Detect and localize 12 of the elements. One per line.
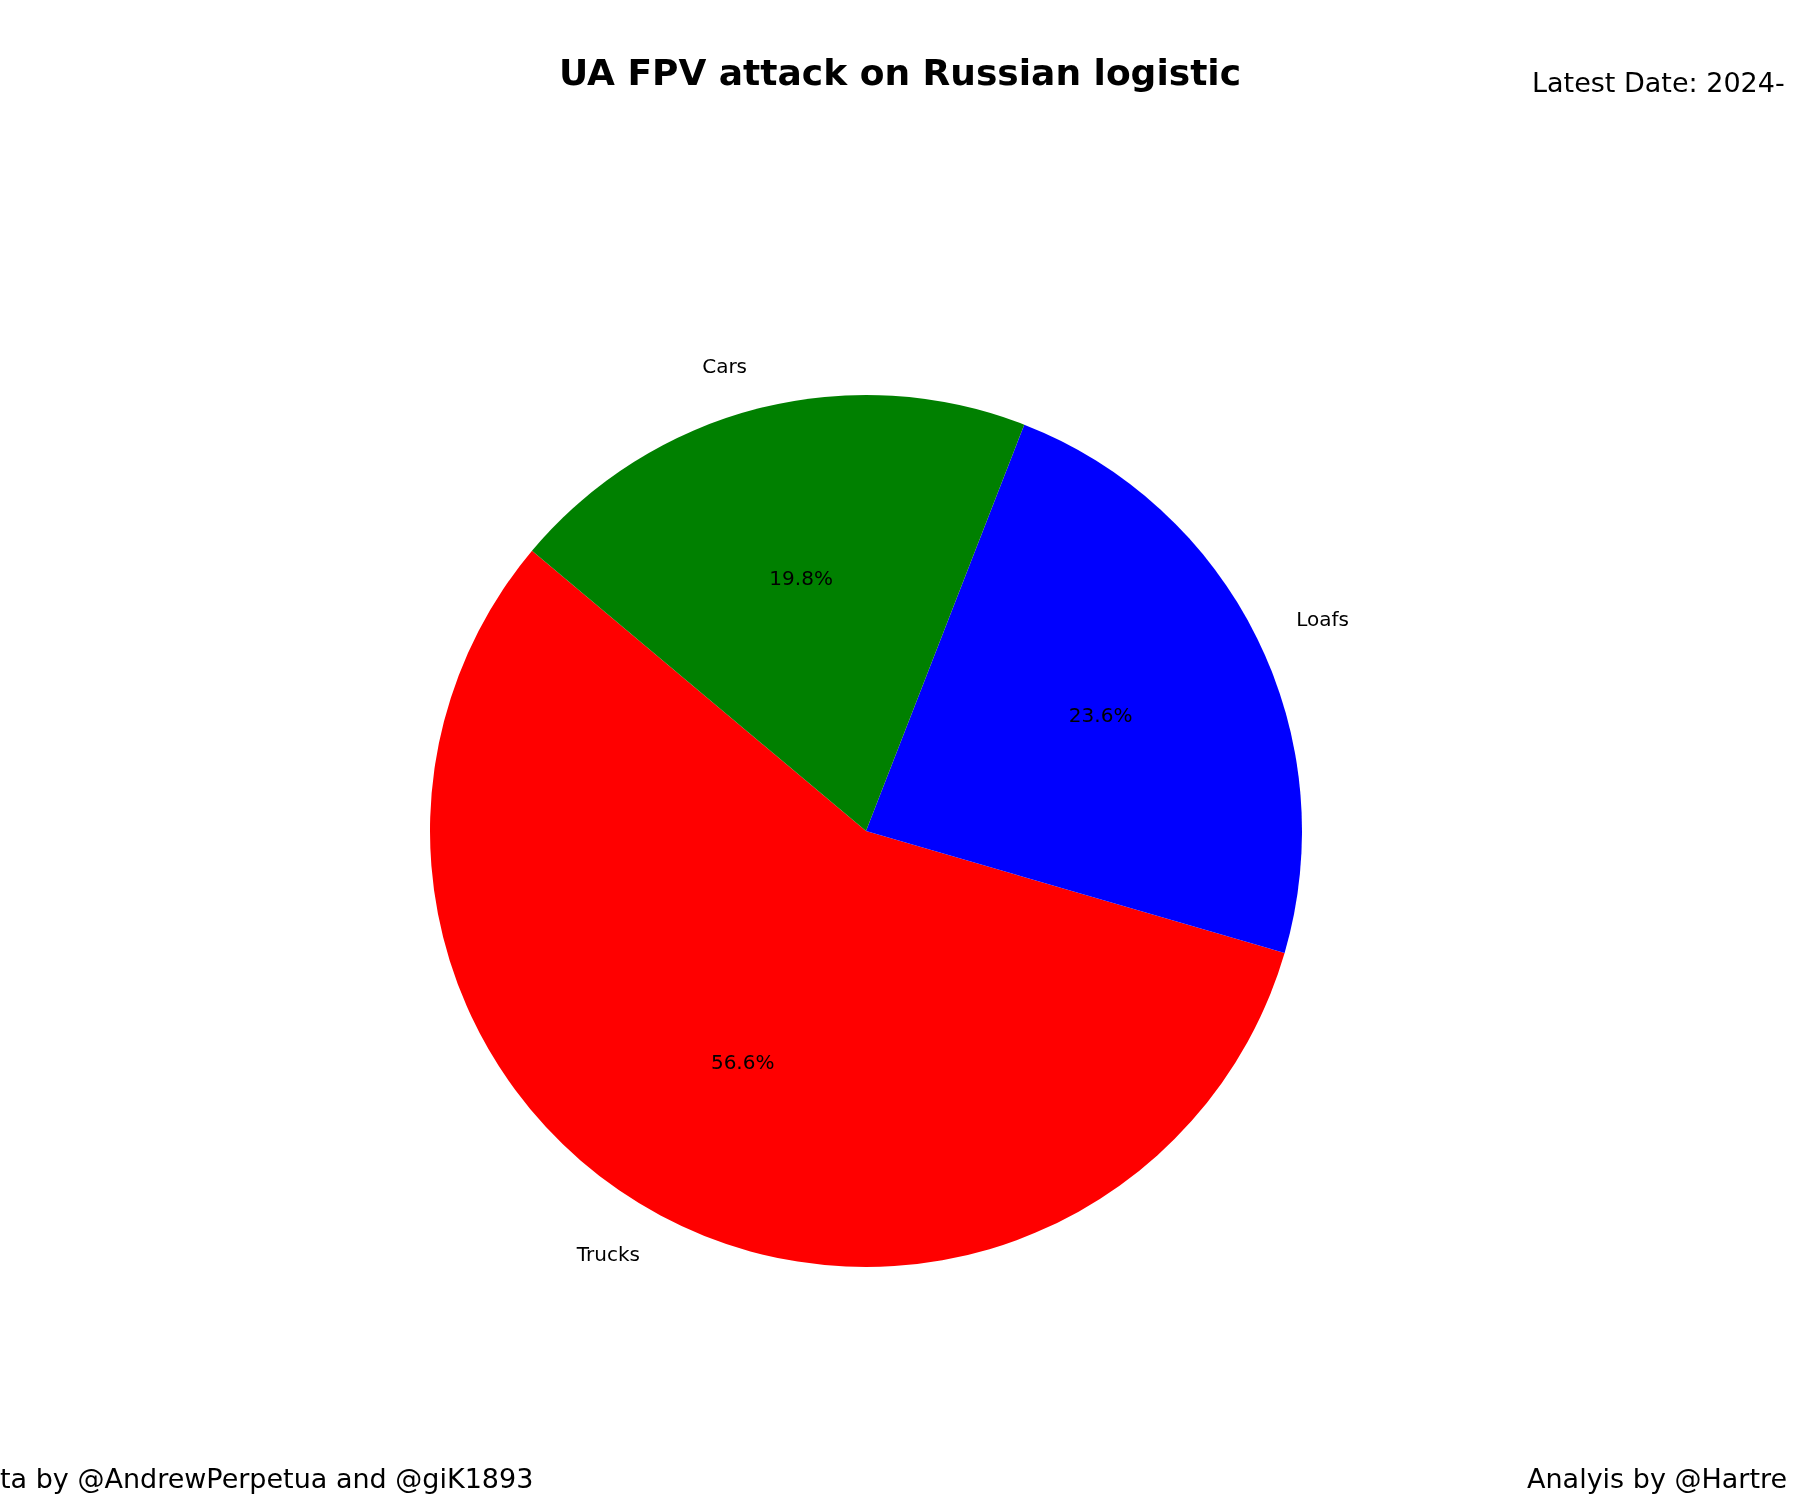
slice-label: Cars: [702, 354, 748, 379]
data-label: 23.6%: [1068, 703, 1133, 728]
text: ta by @AndrewPerpetua and @giK1893: [0, 1462, 534, 1494]
pie-slice: [532, 395, 1025, 831]
data-label: 56.6%: [710, 1049, 775, 1074]
chart-title: UA FPV attack on Russian logistic: [558, 51, 1242, 93]
slice-label: Trucks: [575, 1241, 640, 1266]
slice-label: Loafs: [1296, 606, 1349, 631]
text: Latest Date: 2024-: [1532, 66, 1785, 98]
pie-slice: [430, 550, 1285, 1267]
data-label: 19.8%: [769, 565, 833, 590]
text: Analyis by @Hartre: [1527, 1462, 1788, 1494]
